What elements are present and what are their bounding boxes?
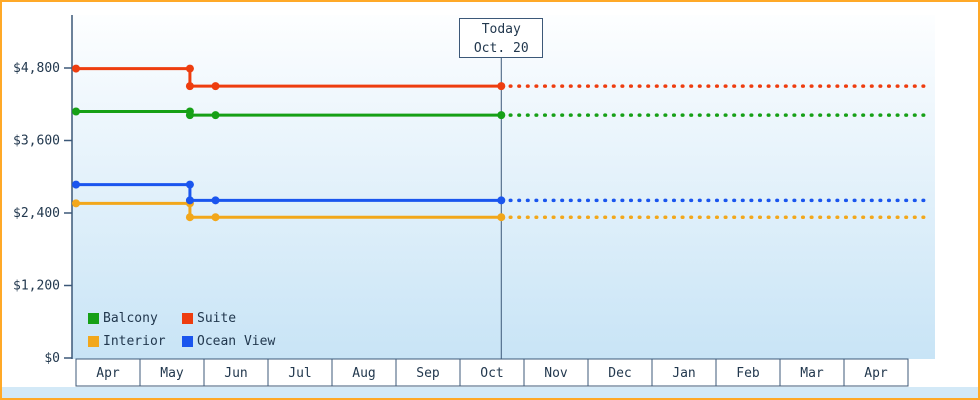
legend-swatch-ocean-view-icon	[182, 336, 193, 347]
month-cell	[139, 358, 205, 387]
today-annotation: Today Oct. 20	[459, 18, 544, 58]
data-point-interior	[497, 213, 506, 222]
month-label: Jan	[672, 366, 695, 381]
data-point-balcony	[72, 107, 80, 116]
data-point-suite	[185, 64, 194, 73]
data-point-interior	[185, 213, 194, 222]
y-tick-label: $2,400	[13, 206, 60, 221]
legend-item-balcony: Balcony	[88, 311, 182, 326]
legend-label-interior: Interior	[103, 334, 166, 349]
data-point-ocean-view	[211, 196, 220, 205]
legend-swatch-balcony-icon	[88, 313, 99, 324]
today-annotation-line2: Oct. 20	[473, 41, 529, 56]
data-point-ocean-view	[185, 196, 194, 205]
month-cell	[203, 358, 269, 387]
data-point-ocean-view	[185, 180, 194, 189]
legend-label-ocean-view: Ocean View	[197, 334, 276, 349]
data-point-interior	[72, 199, 80, 208]
y-tick-label: $4,800	[13, 61, 60, 76]
data-point-interior	[211, 213, 220, 222]
month-label: Mar	[800, 366, 824, 381]
legend-item-ocean-view: Ocean View	[182, 334, 275, 349]
bottom-strip	[2, 387, 978, 398]
y-tick-label: $3,600	[13, 134, 60, 149]
month-cell	[267, 358, 333, 387]
y-tick-label: $0	[44, 351, 60, 366]
month-label: Dec	[608, 366, 631, 381]
data-point-suite	[497, 82, 506, 91]
legend-item-suite: Suite	[182, 311, 275, 326]
month-cell	[459, 358, 525, 387]
legend-swatch-suite-icon	[182, 313, 193, 324]
y-tick-label: $1,200	[13, 279, 60, 294]
data-point-balcony	[211, 111, 220, 120]
month-label: May	[160, 366, 184, 381]
month-label: Nov	[544, 366, 568, 381]
month-cell	[75, 358, 141, 387]
legend-label-suite: Suite	[197, 311, 237, 326]
month-label: Jun	[224, 366, 247, 381]
month-label: Sep	[416, 366, 440, 381]
month-cell	[779, 358, 845, 387]
legend-label-balcony: Balcony	[103, 311, 158, 326]
legend-item-interior: Interior	[88, 334, 182, 349]
month-label: Jul	[288, 366, 311, 381]
month-label: Apr	[96, 366, 120, 381]
month-cell	[651, 358, 717, 387]
month-label: Apr	[864, 366, 888, 381]
data-point-balcony	[185, 111, 194, 120]
legend: Balcony Suite Interior Ocean View	[88, 311, 275, 349]
month-cell	[395, 358, 461, 387]
month-label: Feb	[736, 366, 760, 381]
data-point-suite	[185, 82, 194, 91]
month-cell	[587, 358, 653, 387]
data-point-ocean-view	[72, 180, 80, 189]
plot-area	[72, 15, 935, 359]
data-point-suite	[211, 82, 220, 91]
month-cell	[331, 358, 397, 387]
today-annotation-line1: Today	[481, 22, 521, 37]
month-cell	[715, 358, 781, 387]
data-point-balcony	[497, 111, 506, 120]
month-cell	[843, 358, 909, 387]
data-point-ocean-view	[497, 196, 506, 205]
month-label: Oct	[480, 366, 503, 381]
month-label: Aug	[352, 366, 375, 381]
data-point-suite	[72, 64, 80, 73]
legend-swatch-interior-icon	[88, 336, 99, 347]
